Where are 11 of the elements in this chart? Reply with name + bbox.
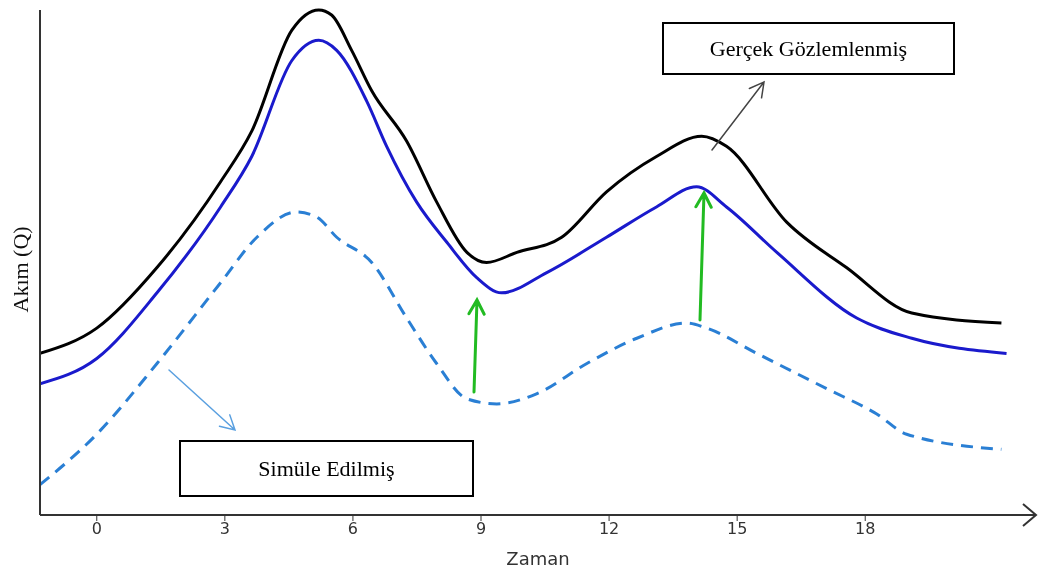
x-tick-label: 3 [219,519,230,539]
x-tick-label: 18 [855,519,876,539]
x-tick-label: 15 [726,519,748,539]
text-box: Simüle Edilmiş [179,440,474,497]
x-axis-title: Zaman [506,548,570,569]
x-tick-label: 0 [91,519,102,539]
x-tick-label: 12 [598,519,620,539]
x-tick-label: 6 [347,519,359,539]
text-box: Gerçek Gözlemlenmiş [662,22,955,75]
y-axis-title: Akım (Q) [7,226,33,313]
x-tick-label: 9 [475,519,487,539]
